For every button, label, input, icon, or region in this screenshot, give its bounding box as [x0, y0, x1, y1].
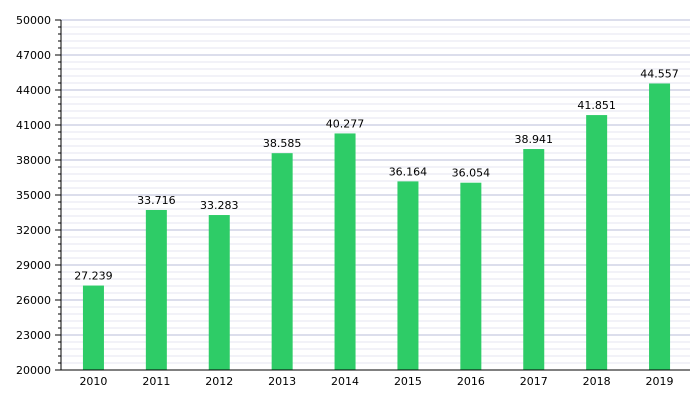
x-tick-label: 2018 — [583, 375, 611, 388]
bar — [586, 115, 608, 371]
bar-value-label: 38.941 — [515, 133, 554, 146]
bar-value-label: 27.239 — [74, 270, 113, 283]
bar — [397, 181, 419, 370]
y-tick-label: 29000 — [16, 259, 51, 272]
bar — [82, 285, 104, 370]
y-tick-label: 26000 — [16, 294, 51, 307]
x-tick-label: 2016 — [457, 375, 485, 388]
y-tick-label: 35000 — [16, 189, 51, 202]
bar — [271, 153, 293, 370]
bar-value-label: 44.557 — [640, 68, 679, 81]
x-tick-label: 2017 — [520, 375, 548, 388]
bar-value-label: 36.054 — [452, 167, 491, 180]
bar-value-label: 33.283 — [200, 199, 239, 212]
bar — [649, 83, 671, 371]
x-tick-label: 2011 — [142, 375, 170, 388]
x-tick-label: 2010 — [79, 375, 107, 388]
bar-value-label: 40.277 — [326, 117, 365, 130]
y-tick-label: 23000 — [16, 329, 51, 342]
bar — [523, 149, 545, 370]
y-tick-label: 32000 — [16, 224, 51, 237]
labels: 20000 23000 26000 29000 32000 35000 38000 41000… — [16, 14, 679, 388]
bar-value-label: 36.164 — [389, 165, 428, 178]
y-tick-label: 41000 — [16, 119, 51, 132]
bar — [460, 182, 482, 370]
x-tick-label: 2012 — [205, 375, 233, 388]
bar-value-label: 33.716 — [137, 194, 176, 207]
y-tick-label: 38000 — [16, 154, 51, 167]
bar — [145, 209, 167, 370]
bar-value-label: 41.851 — [577, 99, 616, 112]
x-tick-label: 2013 — [268, 375, 296, 388]
bar — [208, 215, 230, 370]
axes — [55, 19, 690, 371]
y-tick-label: 44000 — [16, 84, 51, 97]
y-tick-label: 50000 — [16, 14, 51, 27]
y-tick-label: 20000 — [16, 364, 51, 377]
bars — [82, 83, 671, 371]
x-tick-label: 2019 — [646, 375, 674, 388]
bar — [334, 133, 356, 370]
bar-value-label: 38.585 — [263, 137, 302, 150]
x-tick-label: 2015 — [394, 375, 422, 388]
y-tick-label: 47000 — [16, 49, 51, 62]
x-tick-label: 2014 — [331, 375, 359, 388]
